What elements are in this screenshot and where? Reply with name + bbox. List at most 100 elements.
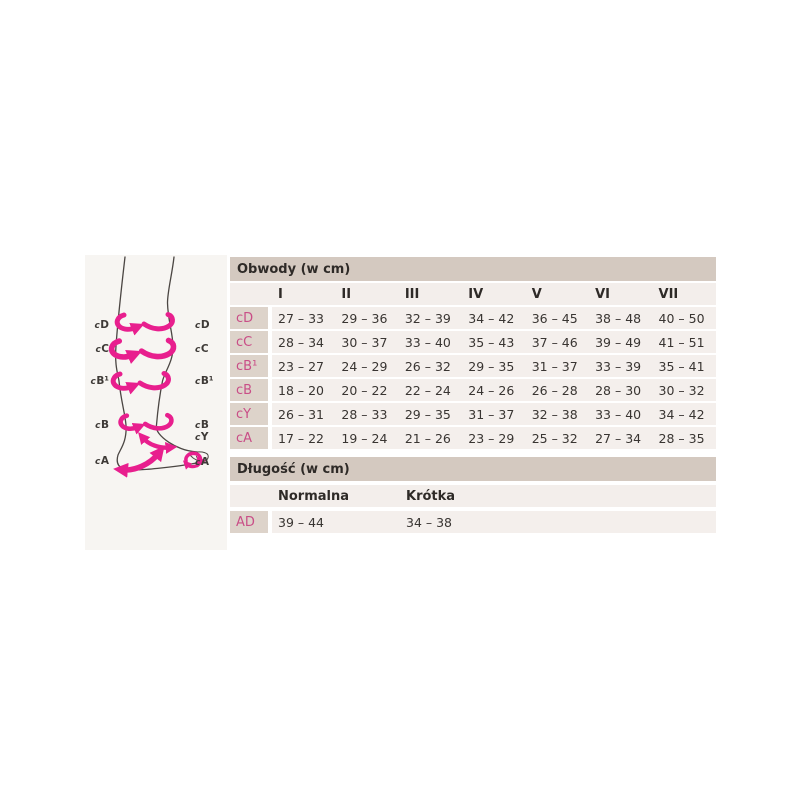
column-header-I: I xyxy=(278,286,283,302)
value-cell: 18 – 20 xyxy=(278,382,325,398)
column-header-II: II xyxy=(341,286,352,302)
value-cell: 39 – 49 xyxy=(595,334,642,350)
value-cell: 30 – 37 xyxy=(341,334,388,350)
value-cell: 30 – 32 xyxy=(658,382,705,398)
value-cell: 33 – 40 xyxy=(595,406,642,422)
column-header-normalna: Normalna xyxy=(278,488,350,504)
table-row-AD: AD 39 – 44 34 – 38 xyxy=(230,511,716,533)
value-cell: 24 – 26 xyxy=(468,382,515,398)
value-cell: 27 – 34 xyxy=(595,430,642,446)
column-header-VI: VI xyxy=(595,286,611,302)
value-cell: 28 – 34 xyxy=(278,334,325,350)
value-cell: 32 – 39 xyxy=(404,310,451,326)
leg-label-cY-right: cY xyxy=(195,431,209,443)
leg-measurement-diagram: cD cC cB¹ cB cA cD cC cB¹ cB cY cA xyxy=(85,255,227,550)
value-cell: 33 – 40 xyxy=(404,334,451,350)
row-label-cA: cA xyxy=(230,427,268,449)
value-cell: 24 – 29 xyxy=(341,358,388,374)
value-cell: 34 – 38 xyxy=(406,514,453,530)
value-cell: 29 – 35 xyxy=(468,358,515,374)
leg-label-cB1-left: cB¹ xyxy=(90,375,109,387)
arrow-cB1 xyxy=(110,371,171,395)
measurement-arrows xyxy=(108,312,206,478)
length-section-header: Długość (w cm) xyxy=(230,457,716,481)
row-label-AD: AD xyxy=(230,511,268,533)
column-header-III: III xyxy=(404,286,420,302)
value-cell: 26 – 32 xyxy=(404,358,451,374)
value-cell: 17 – 22 xyxy=(278,430,325,446)
value-cell: 21 – 26 xyxy=(404,430,451,446)
circumference-title: Obwody (w cm) xyxy=(237,261,351,277)
arrow-cD xyxy=(114,312,175,336)
column-header-V: V xyxy=(531,286,542,302)
row-label-cC: cC xyxy=(230,331,268,353)
length-title: Długość (w cm) xyxy=(237,461,350,477)
leg-label-cB-right: cB xyxy=(195,419,209,431)
length-column-header-row: Normalna Krótka xyxy=(230,485,716,507)
value-cell: 38 – 48 xyxy=(595,310,642,326)
value-cell: 28 – 30 xyxy=(595,382,642,398)
value-cell: 22 – 24 xyxy=(404,382,451,398)
value-cell: 20 – 22 xyxy=(341,382,388,398)
value-cell: 33 – 39 xyxy=(595,358,642,374)
value-cell: 39 – 44 xyxy=(278,514,325,530)
table-row-cA: cA 17 – 22 19 – 24 21 – 26 23 – 29 25 – … xyxy=(230,427,716,449)
table-row-cC: cC 28 – 34 30 – 37 33 – 40 35 – 43 37 – … xyxy=(230,331,716,353)
value-cell: 37 – 46 xyxy=(531,334,578,350)
value-cell: 35 – 43 xyxy=(468,334,515,350)
leg-label-cA-right: cA xyxy=(195,456,209,468)
arrow-cY xyxy=(138,432,178,454)
row-data: 23 – 27 24 – 29 26 – 32 29 – 35 31 – 37 … xyxy=(272,355,716,377)
column-header-krotka: Krótka xyxy=(406,488,456,504)
value-cell: 40 – 50 xyxy=(658,310,705,326)
leg-label-cB-left: cB xyxy=(95,419,109,431)
column-header-VII: VII xyxy=(658,286,679,302)
value-cell: 34 – 42 xyxy=(658,406,705,422)
value-cell: 31 – 37 xyxy=(468,406,515,422)
leg-label-cC-right: cC xyxy=(195,343,209,355)
value-cell: 41 – 51 xyxy=(658,334,705,350)
arrow-toe xyxy=(182,451,206,470)
leg-label-cC-left: cC xyxy=(95,343,109,355)
value-cell: 31 – 37 xyxy=(531,358,578,374)
value-cell: 34 – 42 xyxy=(468,310,515,326)
row-data: 28 – 34 30 – 37 33 – 40 35 – 43 37 – 46 … xyxy=(272,331,716,353)
row-data: 27 – 33 29 – 36 32 – 39 34 – 42 36 – 45 … xyxy=(272,307,716,329)
value-cell: 35 – 41 xyxy=(658,358,705,374)
row-label-cB: cB xyxy=(230,379,268,401)
leg-label-cA-left: cA xyxy=(95,455,109,467)
row-data: 26 – 31 28 – 33 29 – 35 31 – 37 32 – 38 … xyxy=(272,403,716,425)
leg-label-cD-left: cD xyxy=(94,319,109,331)
row-data: 18 – 20 20 – 22 22 – 24 24 – 26 26 – 28 … xyxy=(272,379,716,401)
leg-label-cB1-right: cB¹ xyxy=(195,375,214,387)
row-label-cB1: cB¹ xyxy=(230,355,268,377)
table-row-cB1: cB¹ 23 – 27 24 – 29 26 – 32 29 – 35 31 –… xyxy=(230,355,716,377)
table-row-cD: cD 27 – 33 29 – 36 32 – 39 34 – 42 36 – … xyxy=(230,307,716,329)
value-cell: 26 – 28 xyxy=(531,382,578,398)
size-column-header-row: I II III IV V VI VII xyxy=(230,283,716,305)
value-cell: 29 – 35 xyxy=(404,406,451,422)
row-data: 39 – 44 34 – 38 xyxy=(272,511,716,533)
value-cell: 23 – 29 xyxy=(468,430,515,446)
table-row-cB: cB 18 – 20 20 – 22 22 – 24 24 – 26 26 – … xyxy=(230,379,716,401)
leg-drawing-icon xyxy=(108,256,209,478)
arrow-cA xyxy=(113,445,165,478)
leg-label-cD-right: cD xyxy=(195,319,210,331)
value-cell: 28 – 33 xyxy=(341,406,388,422)
value-cell: 27 – 33 xyxy=(278,310,325,326)
value-cell: 32 – 38 xyxy=(531,406,578,422)
value-cell: 36 – 45 xyxy=(531,310,578,326)
value-cell: 19 – 24 xyxy=(341,430,388,446)
value-cell: 28 – 35 xyxy=(658,430,705,446)
circumference-section-header: Obwody (w cm) xyxy=(230,257,716,281)
row-label-cY: cY xyxy=(230,403,268,425)
arrow-cC xyxy=(108,337,177,364)
arrow-cB xyxy=(118,412,174,435)
row-data: 17 – 22 19 – 24 21 – 26 23 – 29 25 – 32 … xyxy=(272,427,716,449)
value-cell: 23 – 27 xyxy=(278,358,325,374)
value-cell: 26 – 31 xyxy=(278,406,325,422)
sizing-tables: Obwody (w cm) I II III IV V VI VII cD 27… xyxy=(230,257,716,533)
table-row-cY: cY 26 – 31 28 – 33 29 – 35 31 – 37 32 – … xyxy=(230,403,716,425)
row-label-cD: cD xyxy=(230,307,268,329)
column-header-IV: IV xyxy=(468,286,484,302)
